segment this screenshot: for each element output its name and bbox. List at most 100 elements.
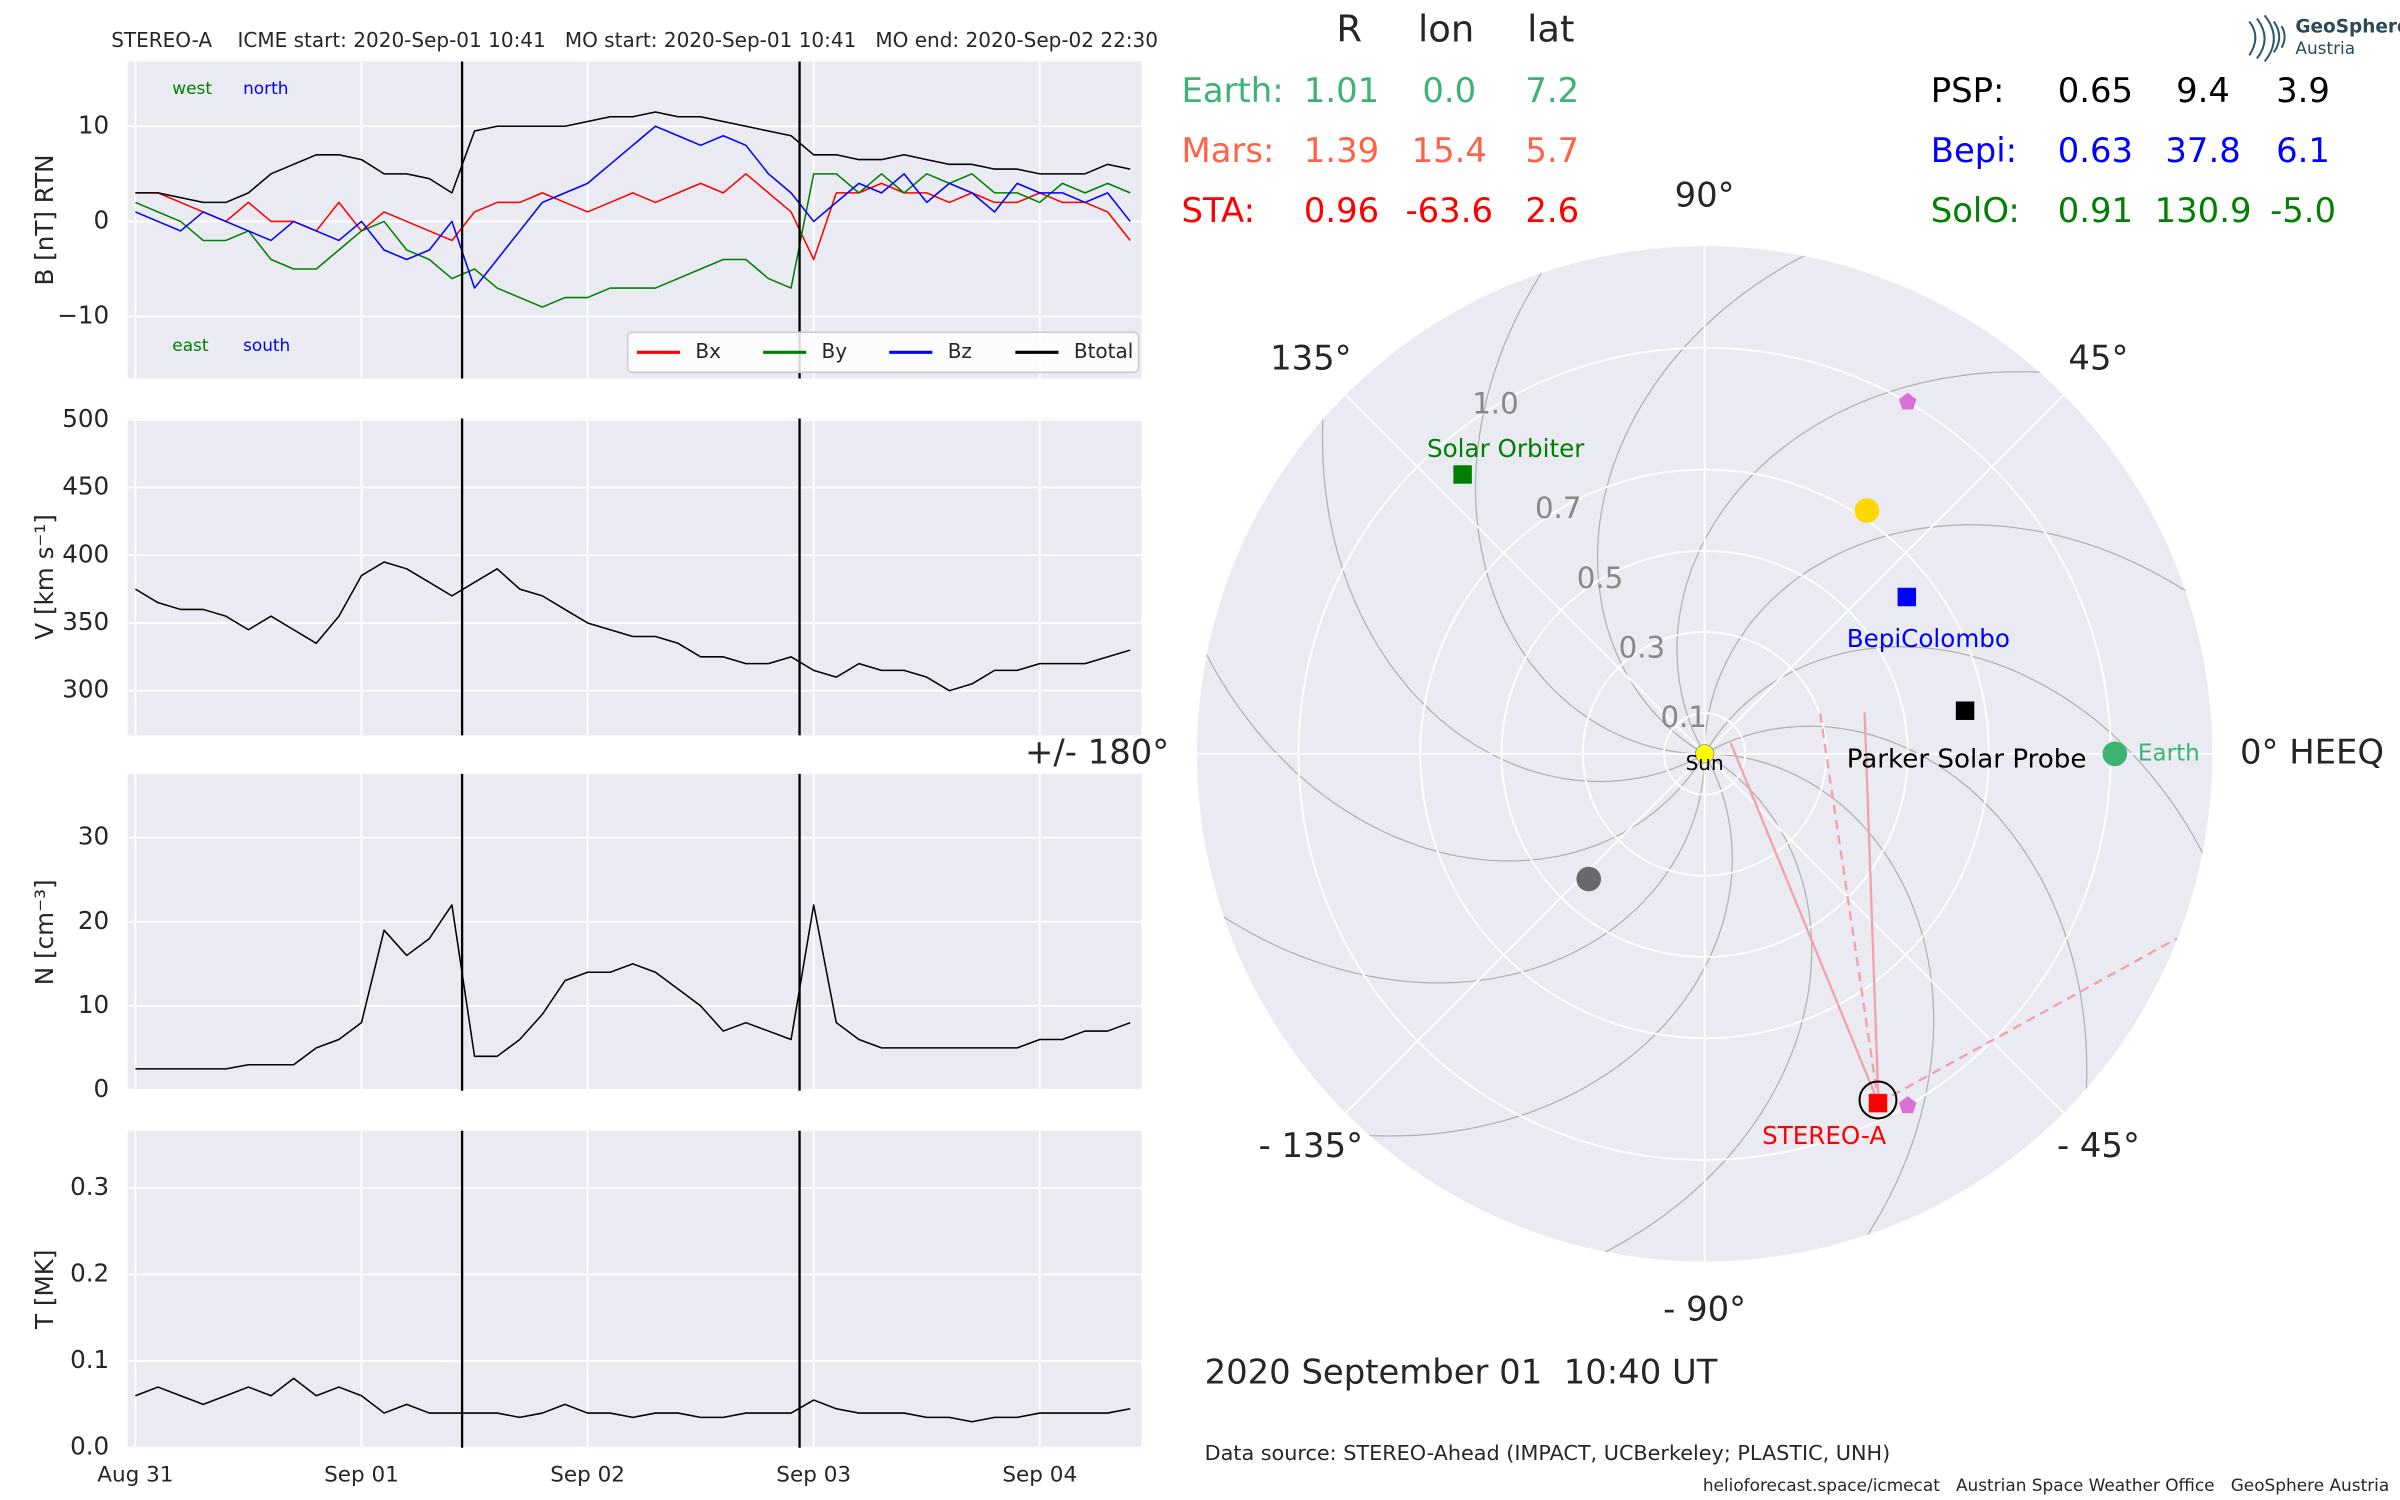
y-tick-label: 0 bbox=[94, 205, 110, 234]
annotation: south bbox=[243, 335, 290, 355]
parker-spiral bbox=[1704, 646, 2213, 891]
x-tick-label: Sep 03 bbox=[776, 1462, 851, 1487]
table-value: 6.1 bbox=[2276, 131, 2330, 170]
legend-label: Bx bbox=[695, 339, 721, 363]
body-label: Solar Orbiter bbox=[1427, 434, 1585, 463]
date-label: 2020 September 01 10:40 UT bbox=[1205, 1352, 1718, 1391]
r-tick-label: 1.0 bbox=[1472, 387, 1518, 421]
logo-arc bbox=[2273, 20, 2281, 53]
data-line bbox=[135, 111, 1131, 204]
body-marker bbox=[1854, 498, 1880, 523]
y-tick-label: 450 bbox=[62, 472, 109, 501]
table-value: 0.63 bbox=[2058, 131, 2133, 170]
source-label: Data source: STEREO-Ahead (IMPACT, UCBer… bbox=[1205, 1441, 1891, 1465]
table-value: 9.4 bbox=[2176, 71, 2230, 110]
logo-text: GeoSphere bbox=[2295, 17, 2400, 38]
data-line bbox=[135, 1377, 1131, 1423]
y-tick-label: 0.1 bbox=[70, 1345, 109, 1374]
parker-spiral bbox=[1328, 753, 1733, 1137]
parker-spiral bbox=[1704, 725, 2088, 1130]
y-tick-label: −10 bbox=[57, 301, 109, 330]
table-name: Bepi: bbox=[1931, 131, 2017, 170]
y-tick-label: 0.3 bbox=[70, 1172, 109, 1201]
body-label: Earth bbox=[2138, 740, 2200, 766]
logo-text: Austria bbox=[2295, 38, 2355, 58]
y-tick-label: 500 bbox=[62, 404, 109, 433]
y-tick-label: 350 bbox=[62, 607, 109, 636]
table-header: lat bbox=[1527, 7, 1574, 50]
table-value: 1.01 bbox=[1304, 71, 1379, 110]
footer: helioforecast.space/icmecat Austrian Spa… bbox=[1703, 1475, 2389, 1495]
body-label: BepiColombo bbox=[1847, 624, 2010, 653]
logo-arc bbox=[2263, 14, 2275, 63]
plot-background bbox=[127, 773, 1142, 1091]
annotation: north bbox=[243, 78, 288, 98]
table-value: 130.9 bbox=[2155, 191, 2252, 230]
table-value: 0.65 bbox=[2058, 71, 2133, 110]
plot-background bbox=[127, 61, 1142, 379]
table-value: 3.9 bbox=[2276, 71, 2330, 110]
logo-arc bbox=[2248, 20, 2257, 56]
sight-line bbox=[1877, 937, 2178, 1105]
table-name: SolO: bbox=[1931, 191, 2020, 230]
theta-tick-label: 90° bbox=[1675, 175, 1735, 214]
y-tick-label: 400 bbox=[62, 539, 109, 568]
chart-title: STEREO-A ICME start: 2020-Sep-01 10:41 M… bbox=[111, 28, 1158, 52]
body-marker bbox=[1898, 1096, 1917, 1114]
theta-tick-label: - 135° bbox=[1259, 1126, 1363, 1165]
y-tick-label: 0.2 bbox=[70, 1259, 109, 1288]
table-header: R bbox=[1336, 7, 1362, 50]
body-marker bbox=[1576, 866, 1602, 892]
spacecraft-marker bbox=[2102, 741, 2128, 767]
plot-background bbox=[127, 1130, 1142, 1448]
theta-tick-label: 45° bbox=[2068, 339, 2128, 378]
y-tick-label: 20 bbox=[78, 906, 109, 935]
y-axis-label: T [MK] bbox=[30, 1250, 59, 1330]
table-value: 15.4 bbox=[1412, 131, 1487, 170]
x-tick-label: Sep 02 bbox=[550, 1462, 625, 1487]
y-tick-label: 300 bbox=[62, 675, 109, 704]
logo-icon bbox=[2248, 14, 2286, 63]
theta-tick-label: - 45° bbox=[2057, 1126, 2140, 1165]
table-value: 7.2 bbox=[1525, 71, 1579, 110]
theta-grid-line bbox=[1344, 753, 1706, 1114]
table-value: 5.7 bbox=[1525, 131, 1579, 170]
spacecraft-marker bbox=[1955, 701, 1975, 720]
y-tick-label: 10 bbox=[78, 990, 109, 1019]
table-value: 0.91 bbox=[2058, 191, 2133, 230]
data-line bbox=[134, 561, 1131, 692]
legend-label: By bbox=[822, 339, 848, 363]
highlight-ring bbox=[1858, 1080, 1898, 1120]
table-header: lon bbox=[1418, 7, 1474, 50]
parker-spiral bbox=[1704, 524, 2213, 754]
parker-spiral bbox=[1676, 371, 2081, 755]
y-axis-label: B [nT] RTN bbox=[30, 154, 59, 285]
annotation: west bbox=[172, 78, 212, 98]
logo-arc bbox=[2280, 25, 2286, 49]
theta-grid-line bbox=[1703, 394, 2065, 755]
parker-spiral bbox=[1568, 753, 1813, 1262]
data-line bbox=[135, 125, 1131, 289]
table-value: 0.0 bbox=[1422, 71, 1476, 110]
r-tick-label: 0.7 bbox=[1535, 491, 1581, 525]
theta-grid-line bbox=[1344, 394, 1706, 755]
y-tick-label: 0 bbox=[94, 1074, 110, 1103]
y-tick-label: 0.0 bbox=[70, 1432, 109, 1461]
table-value: 2.6 bbox=[1525, 191, 1579, 230]
spacecraft-marker bbox=[1897, 587, 1917, 607]
table-name: Mars: bbox=[1182, 131, 1275, 170]
body-label: Parker Solar Probe bbox=[1847, 744, 2087, 774]
theta-tick-label: +/- 180° bbox=[1025, 732, 1169, 771]
r-tick-label: 0.3 bbox=[1619, 630, 1665, 664]
body-marker bbox=[1898, 392, 1917, 410]
theta-tick-label: 135° bbox=[1270, 339, 1351, 378]
y-axis-label: V [km s⁻¹] bbox=[30, 514, 59, 640]
sight-line bbox=[1729, 742, 1880, 1104]
spacecraft-marker bbox=[1695, 744, 1715, 764]
table-value: 0.96 bbox=[1304, 191, 1379, 230]
y-tick-label: 10 bbox=[78, 110, 109, 139]
table-name: Earth: bbox=[1182, 71, 1284, 110]
parker-spiral bbox=[1196, 617, 1706, 862]
